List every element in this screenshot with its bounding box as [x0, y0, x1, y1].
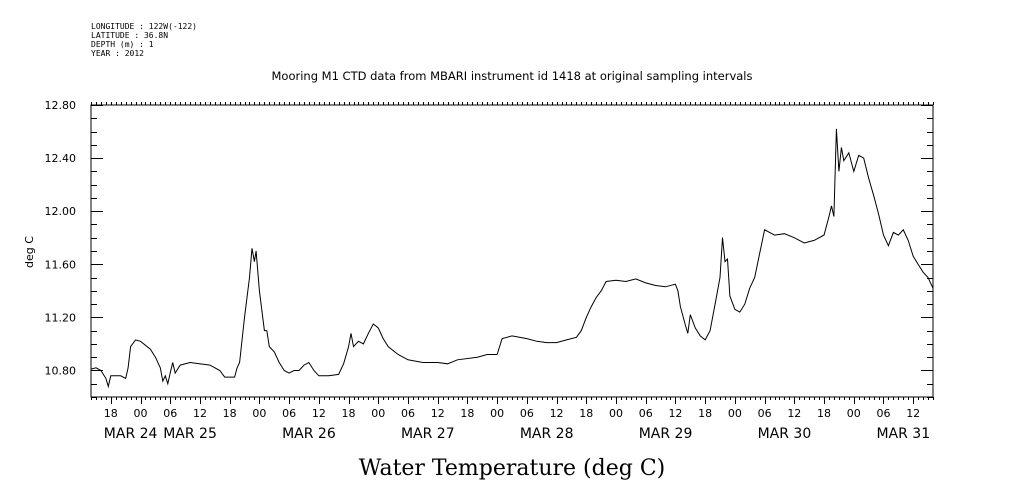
x-axis-title: Water Temperature (deg C) [359, 456, 666, 481]
x-tick-label: 00 [371, 407, 385, 420]
x-tick-label: 12 [431, 407, 445, 420]
x-date-label: MAR 30 [758, 426, 812, 442]
x-tick-label: 06 [282, 407, 296, 420]
axis-labels: 18 00 06 12 18 00 06 12 18 00 06 12 18 00 06 12 18 00 06 12… [45, 99, 931, 442]
x-tick-label: 12 [787, 407, 801, 420]
x-date-label: MAR 24 [104, 426, 158, 442]
x-tick-label: 12 [906, 407, 920, 420]
depth-label: DEPTH (m) : 1 [91, 40, 154, 49]
x-date-label: MAR 26 [282, 426, 336, 442]
y-tick-label: 12.00 [45, 205, 77, 218]
x-tick-label: 06 [758, 407, 772, 420]
y-tick-label: 11.20 [45, 311, 77, 324]
y-tick-label: 12.40 [45, 152, 77, 165]
x-tick-label: 00 [847, 407, 861, 420]
x-tick-label: 06 [876, 407, 890, 420]
x-tick-label: 00 [252, 407, 266, 420]
x-tick-label: 18 [460, 407, 474, 420]
x-tick-label: 00 [134, 407, 148, 420]
axis-ticks [91, 102, 934, 404]
x-date-label: MAR 29 [639, 426, 693, 442]
x-date-label: MAR 27 [401, 426, 455, 442]
latitude-label: LATITUDE : 36.8N [91, 31, 168, 40]
x-tick-label: 00 [728, 407, 742, 420]
x-tick-label: 00 [609, 407, 623, 420]
chart-title: Mooring M1 CTD data from MBARI instrumen… [272, 69, 753, 83]
y-axis-label: deg C [23, 236, 36, 268]
y-tick-label: 12.80 [45, 99, 77, 112]
year-label: YEAR : 2012 [91, 49, 144, 58]
x-tick-label: 18 [223, 407, 237, 420]
x-tick-label: 18 [342, 407, 356, 420]
x-date-label: MAR 28 [520, 426, 574, 442]
x-tick-label: 06 [163, 407, 177, 420]
x-tick-label: 18 [579, 407, 593, 420]
x-tick-label: 00 [490, 407, 504, 420]
x-tick-label: 12 [312, 407, 326, 420]
longitude-label: LONGITUDE : 122W(-122) [91, 22, 197, 31]
x-tick-label: 12 [550, 407, 564, 420]
x-date-label: MAR 31 [876, 426, 930, 442]
x-date-label: MAR 25 [163, 426, 217, 442]
x-tick-label: 12 [193, 407, 207, 420]
x-tick-label: 06 [401, 407, 415, 420]
plot-frame [90, 104, 934, 398]
y-tick-label: 11.60 [45, 258, 77, 271]
x-tick-label: 06 [520, 407, 534, 420]
temperature-line [90, 128, 934, 389]
x-tick-label: 12 [668, 407, 682, 420]
x-tick-label: 18 [817, 407, 831, 420]
y-tick-label: 10.80 [45, 364, 77, 377]
x-tick-label: 18 [104, 407, 118, 420]
x-tick-label: 18 [698, 407, 712, 420]
x-tick-label: 06 [639, 407, 653, 420]
